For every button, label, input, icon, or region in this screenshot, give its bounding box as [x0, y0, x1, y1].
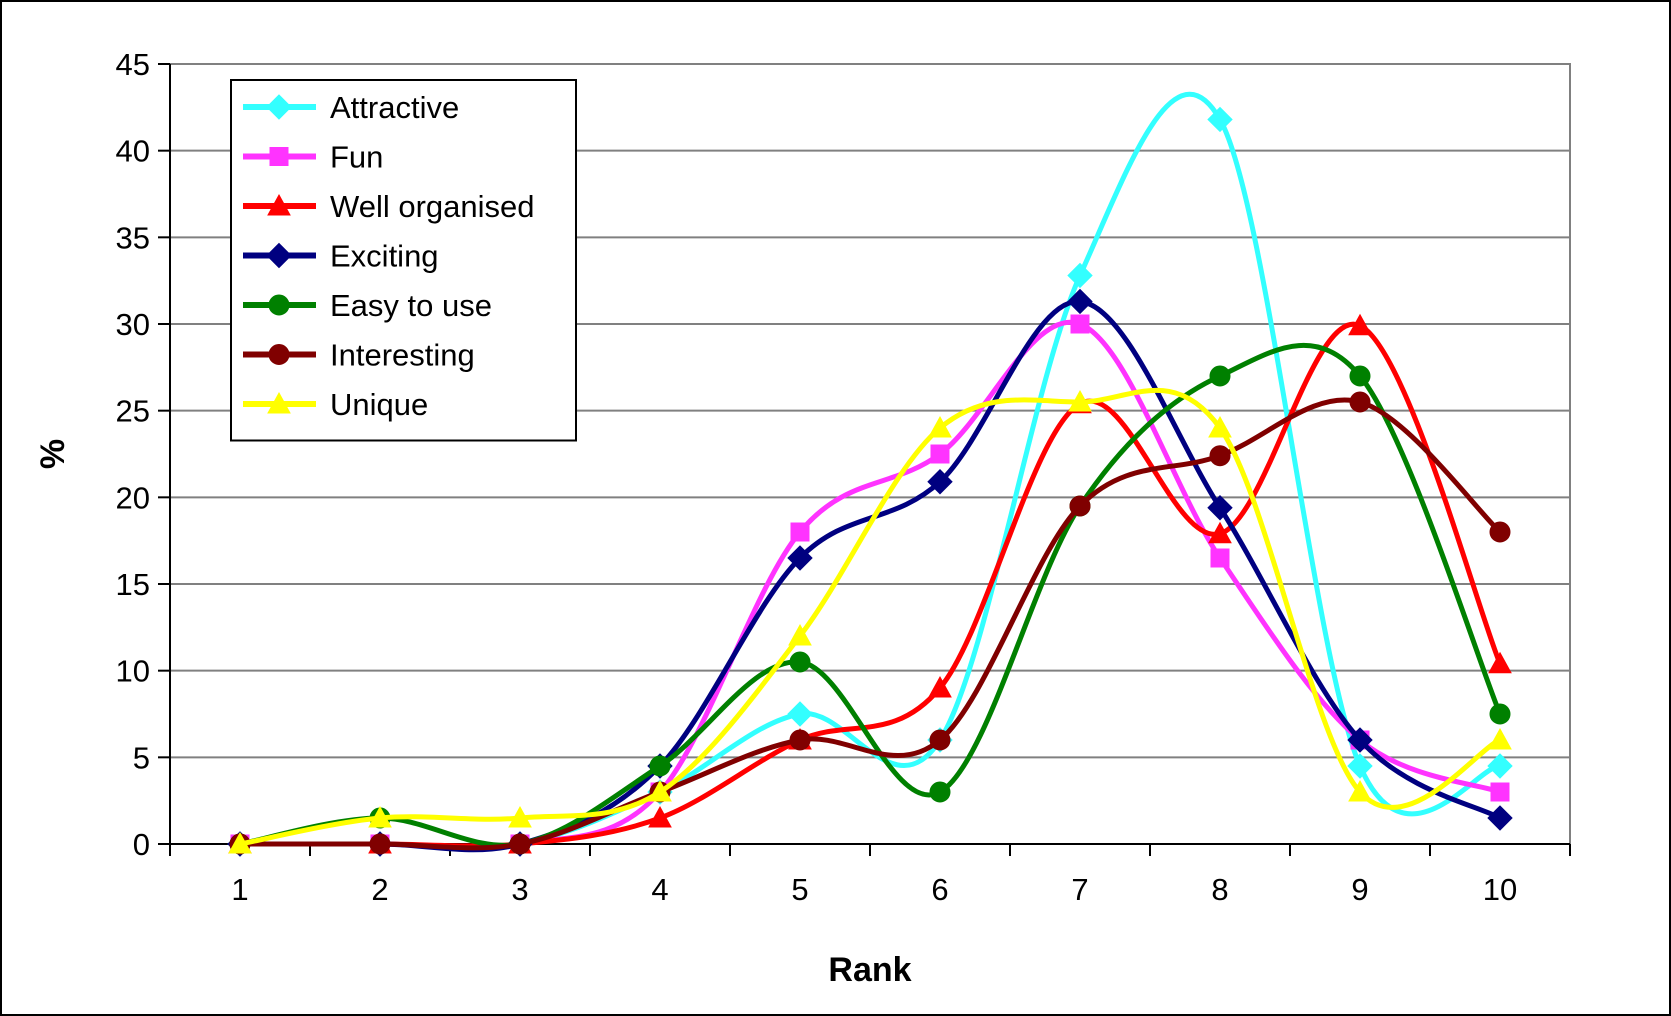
data-point	[1208, 521, 1232, 544]
data-point	[509, 833, 531, 855]
data-point	[787, 701, 813, 727]
data-point	[369, 833, 391, 855]
y-tick-label: 45	[116, 47, 150, 82]
data-point	[1210, 548, 1230, 568]
y-tick-label: 5	[133, 740, 150, 775]
data-point	[929, 729, 951, 751]
series-line	[237, 387, 1503, 847]
y-tick-label: 30	[116, 307, 150, 342]
data-point	[1069, 495, 1091, 517]
legend-marker	[268, 344, 290, 365]
data-point	[1347, 753, 1373, 779]
legend-marker	[266, 242, 292, 269]
legend-label: Attractive	[330, 90, 459, 125]
legend-item: Attractive	[243, 90, 459, 125]
data-point	[928, 675, 952, 698]
data-point	[1488, 727, 1512, 750]
data-point	[788, 623, 812, 646]
legend: Attractive Fun Well organised Exciting Easy …	[230, 79, 577, 442]
data-point	[1348, 779, 1372, 802]
x-tick-label: 3	[511, 872, 528, 907]
data-point	[508, 805, 532, 828]
series-layer	[227, 91, 1513, 857]
data-point	[1487, 805, 1513, 831]
x-tick-label: 2	[371, 872, 388, 907]
data-point	[368, 805, 392, 828]
data-point	[787, 545, 813, 571]
data-point	[1067, 288, 1093, 315]
legend-label: Fun	[330, 140, 383, 175]
y-axis-label: %	[34, 439, 72, 469]
legend-item: Interesting	[243, 338, 475, 373]
legend-marker	[267, 391, 291, 414]
data-point	[1348, 313, 1372, 336]
legend-label: Interesting	[330, 338, 475, 373]
y-tick-label: 40	[116, 134, 150, 169]
x-tick-label: 9	[1351, 872, 1368, 907]
x-tick-label: 6	[931, 872, 948, 907]
data-point	[648, 805, 672, 828]
data-point	[1207, 495, 1233, 521]
data-point	[789, 729, 811, 751]
data-point	[1488, 651, 1512, 674]
legend-marker	[267, 193, 291, 216]
data-point	[1489, 521, 1511, 543]
legend-marker	[266, 94, 292, 120]
legend-label: Well organised	[330, 189, 534, 224]
legend-label: Exciting	[330, 239, 439, 274]
x-tick-label: 8	[1211, 872, 1228, 907]
x-axis-label: Rank	[828, 951, 911, 989]
y-tick-label: 35	[116, 220, 150, 255]
series-unique	[228, 387, 1512, 854]
data-point	[790, 522, 810, 542]
data-point	[1487, 753, 1513, 779]
legend-label: Unique	[330, 387, 428, 422]
legend-item: Exciting	[243, 239, 439, 274]
y-tick-label: 25	[116, 394, 150, 429]
data-point	[1349, 365, 1371, 387]
data-point	[1347, 727, 1373, 753]
data-point	[1349, 391, 1371, 413]
data-point	[648, 779, 672, 802]
legend-label: Easy to use	[330, 288, 492, 323]
data-point	[789, 651, 811, 673]
data-point	[1207, 106, 1233, 133]
legend-item: Well organised	[243, 189, 534, 224]
legend-marker	[269, 147, 289, 166]
data-point	[930, 444, 950, 464]
data-point	[1209, 445, 1231, 467]
data-point	[228, 831, 252, 854]
x-tick-label: 1	[231, 872, 248, 907]
legend-marker	[268, 294, 290, 316]
x-tick-label: 10	[1483, 872, 1517, 907]
data-point	[929, 781, 951, 803]
data-point	[1068, 389, 1092, 412]
y-tick-label: 0	[133, 827, 150, 862]
data-point	[1490, 782, 1510, 802]
legend-item: Unique	[243, 387, 428, 422]
y-tick-label: 10	[116, 654, 150, 689]
data-point	[1070, 314, 1090, 334]
x-tick-label: 7	[1071, 872, 1088, 907]
data-point	[649, 755, 671, 777]
legend-box	[230, 79, 577, 442]
x-tick-label: 4	[651, 872, 668, 907]
x-tick-label: 5	[791, 872, 808, 907]
legend-item: Fun	[243, 140, 383, 175]
y-tick-label: 15	[116, 567, 150, 602]
series-line	[237, 397, 1503, 851]
data-point	[1489, 703, 1511, 725]
y-tick-label: 20	[116, 480, 150, 515]
data-point	[1209, 365, 1231, 387]
data-point	[1208, 415, 1232, 438]
data-point	[928, 415, 952, 438]
data-point	[1067, 262, 1093, 289]
legend-item: Easy to use	[243, 288, 492, 323]
data-point	[927, 469, 953, 495]
